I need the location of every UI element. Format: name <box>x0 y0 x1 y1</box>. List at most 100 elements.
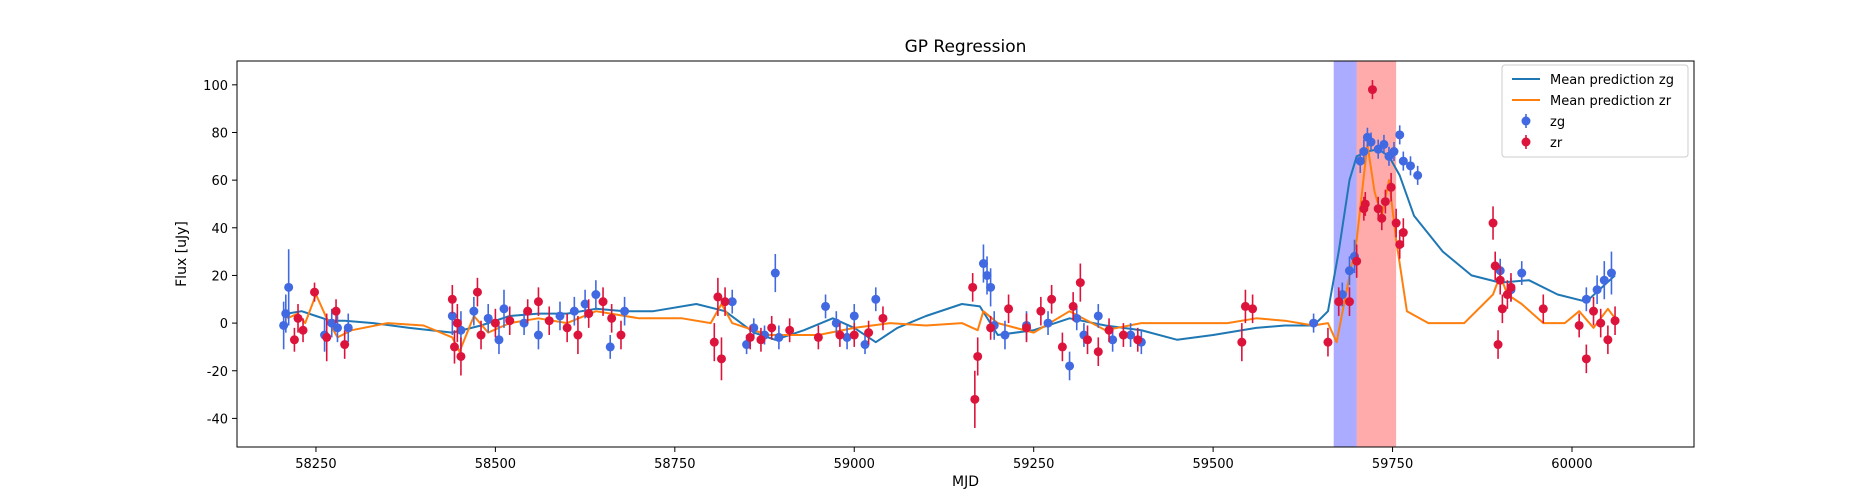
data-point <box>1075 278 1085 288</box>
data-point <box>523 306 533 316</box>
data-point <box>968 282 978 292</box>
data-point <box>860 340 870 350</box>
x-tick-label: 58750 <box>654 457 695 472</box>
data-point <box>1574 320 1584 330</box>
data-point <box>978 259 988 269</box>
x-tick-label: 59500 <box>1192 457 1233 472</box>
data-point <box>505 316 515 326</box>
data-point <box>1118 330 1128 340</box>
legend-label: Mean prediction zr <box>1550 94 1672 109</box>
data-point <box>469 306 479 316</box>
data-point <box>340 340 350 350</box>
data-point <box>499 304 509 314</box>
data-point <box>1004 304 1014 314</box>
data-point <box>1043 318 1053 328</box>
x-tick-label: 58250 <box>295 457 336 472</box>
observation-points <box>279 80 1620 428</box>
data-point <box>322 332 332 342</box>
data-point <box>1352 256 1362 266</box>
x-tick-label: 60000 <box>1551 457 1592 472</box>
legend-label: zr <box>1550 136 1563 151</box>
data-point <box>331 306 341 316</box>
data-point <box>1047 294 1057 304</box>
data-point <box>1366 137 1376 147</box>
data-point <box>289 335 299 345</box>
data-point <box>591 290 601 300</box>
data-point <box>447 311 457 321</box>
data-point <box>449 342 459 352</box>
data-point <box>1581 294 1591 304</box>
data-point <box>1395 239 1405 249</box>
data-point <box>620 306 630 316</box>
data-point <box>713 292 723 302</box>
legend-box <box>1501 64 1689 158</box>
data-point <box>544 316 554 326</box>
shaded-region-zr <box>1356 61 1397 447</box>
data-point <box>1606 268 1616 278</box>
axes: 58250 58500 58750 59000 59250 59500 59750 60000… <box>203 79 1592 472</box>
data-point <box>332 323 342 333</box>
data-point <box>767 323 777 333</box>
data-point <box>1377 213 1387 223</box>
data-point <box>1405 161 1415 171</box>
data-point <box>616 330 626 340</box>
data-point <box>1104 325 1114 335</box>
data-point <box>472 287 482 297</box>
x-axis-label: MJD <box>952 474 979 490</box>
data-point <box>1237 337 1247 347</box>
data-point <box>1344 266 1354 276</box>
data-point <box>1413 170 1423 180</box>
data-point <box>1389 147 1399 157</box>
data-point <box>519 318 529 328</box>
data-point <box>1610 316 1620 326</box>
data-point <box>1133 335 1143 345</box>
data-point <box>1323 337 1333 347</box>
data-point <box>1248 304 1258 314</box>
data-point <box>555 311 565 321</box>
x-tick-label: 59000 <box>834 457 875 472</box>
x-tick-label: 58500 <box>475 457 516 472</box>
data-point <box>1517 268 1527 278</box>
data-point <box>494 335 504 345</box>
data-point <box>1083 335 1093 345</box>
data-point <box>1506 282 1516 292</box>
data-point <box>831 318 841 328</box>
data-point <box>1093 311 1103 321</box>
data-point <box>756 335 766 345</box>
plot-area-frame <box>236 60 1695 448</box>
data-point <box>1493 340 1503 350</box>
data-point <box>1334 297 1344 307</box>
x-tick-label: 59250 <box>1013 457 1054 472</box>
data-point <box>343 323 353 333</box>
chart-title: GP Regression <box>905 37 1027 57</box>
data-point <box>742 340 752 350</box>
data-point <box>749 323 759 333</box>
data-point <box>970 394 980 404</box>
data-point <box>533 330 543 340</box>
data-point <box>1093 347 1103 357</box>
data-point <box>986 323 996 333</box>
data-point <box>982 270 992 280</box>
data-point <box>452 318 462 328</box>
data-point <box>1380 197 1390 207</box>
data-point <box>1360 199 1370 209</box>
data-point <box>745 332 755 342</box>
data-point <box>709 337 719 347</box>
data-point <box>1581 354 1591 364</box>
data-point <box>1538 304 1548 314</box>
data-point <box>284 282 294 292</box>
data-point <box>1240 301 1250 311</box>
y-tick-label: 20 <box>211 269 228 284</box>
y-tick-label: 0 <box>220 317 228 332</box>
data-point <box>573 330 583 340</box>
data-point <box>1497 304 1507 314</box>
data-point <box>1036 306 1046 316</box>
y-tick-label: 60 <box>211 174 228 189</box>
legend-entry: zr <box>1521 135 1563 151</box>
data-point <box>864 328 874 338</box>
data-point <box>1355 156 1365 166</box>
y-tick-label: 40 <box>211 222 228 237</box>
data-point <box>821 301 831 311</box>
data-point <box>1126 330 1136 340</box>
